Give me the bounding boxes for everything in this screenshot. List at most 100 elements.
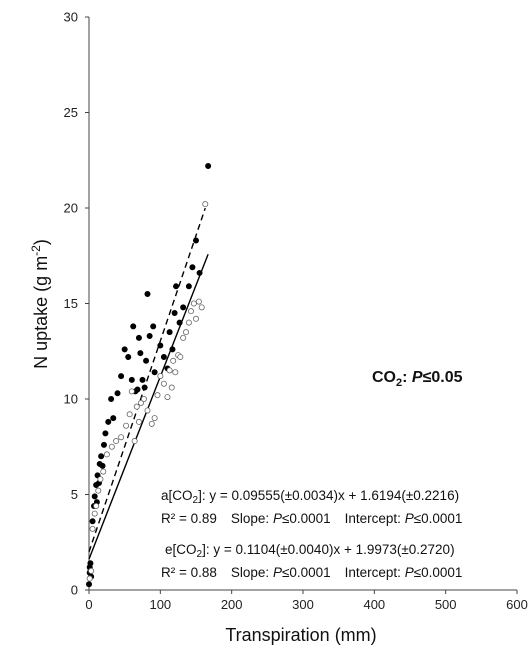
ambient-co2-point bbox=[205, 162, 212, 169]
elevated-co2-point bbox=[86, 575, 93, 582]
ambient-co2-point bbox=[169, 346, 176, 353]
elevated-co2-point bbox=[97, 476, 104, 483]
x-tick-label: 600 bbox=[506, 597, 528, 612]
elevated-co2-point bbox=[89, 525, 96, 532]
ambient-co2-point bbox=[171, 310, 178, 317]
co2-significance-label: CO2: P≤0.05 bbox=[372, 369, 463, 389]
x-tick-label: 300 bbox=[292, 597, 314, 612]
elevated-co2-point bbox=[103, 451, 110, 458]
regression-lines bbox=[88, 207, 209, 560]
ambient-co2-point bbox=[102, 430, 109, 437]
ambient-co2-point bbox=[108, 395, 115, 402]
x-axis-label: Transpiration (mm) bbox=[225, 625, 376, 645]
y-tick-label: 0 bbox=[71, 583, 78, 598]
elevated-co2-point bbox=[113, 438, 120, 445]
elevated-co2-point bbox=[180, 334, 187, 341]
ambient-co2-point bbox=[91, 493, 98, 500]
y-tick-label: 30 bbox=[64, 10, 78, 25]
ambient-co2-fit-line bbox=[88, 254, 209, 560]
elevated-co2-point bbox=[118, 434, 125, 441]
elevated-co2-point bbox=[144, 407, 151, 414]
elevated-co2-point bbox=[157, 373, 164, 380]
elevated-co2-point bbox=[100, 468, 107, 475]
ambient-co2-equation: a[CO2]: y = 0.09555(±0.0034)x + 1.6194(±… bbox=[161, 488, 459, 506]
elevated-co2-point bbox=[154, 392, 161, 399]
elevated-co2-point bbox=[133, 403, 140, 410]
ambient-co2-point bbox=[86, 581, 93, 588]
ambient-co2-point bbox=[146, 332, 153, 339]
ambient-co2-point bbox=[125, 353, 132, 360]
x-tick-label: 400 bbox=[363, 597, 385, 612]
ambient-co2-point bbox=[141, 384, 148, 391]
elevated-co2-point bbox=[198, 304, 205, 311]
ambient-co2-point bbox=[173, 283, 180, 290]
y-tick-label: 10 bbox=[64, 392, 78, 407]
ambient-co2-point bbox=[180, 304, 187, 311]
elevated-co2-point bbox=[88, 567, 95, 574]
ambient-co2-point bbox=[105, 418, 112, 425]
x-axis-ticks: 0 100 200 300 400 500 600 bbox=[85, 590, 528, 612]
ambient-co2-point bbox=[196, 269, 203, 276]
elevated-co2-point bbox=[93, 502, 100, 509]
x-tick-label: 0 bbox=[85, 597, 92, 612]
elevated-co2-point bbox=[95, 487, 102, 494]
ambient-co2-point bbox=[100, 441, 107, 448]
elevated-co2-point bbox=[126, 411, 133, 418]
elevated-co2-point bbox=[131, 438, 138, 445]
ambient-co2-point bbox=[144, 290, 151, 297]
ambient-co2-point bbox=[128, 376, 135, 383]
data-points bbox=[86, 162, 212, 588]
ambient-co2-point bbox=[130, 323, 137, 330]
plot-axes bbox=[88, 17, 517, 591]
elevated-co2-point bbox=[164, 394, 171, 401]
elevated-co2-point bbox=[170, 357, 177, 364]
elevated-co2-point bbox=[151, 415, 158, 422]
ambient-co2-point bbox=[87, 560, 94, 567]
elevated-co2-point bbox=[185, 319, 192, 326]
y-tick-label: 25 bbox=[64, 105, 78, 120]
y-tick-label: 15 bbox=[64, 296, 78, 311]
ambient-co2-point bbox=[160, 353, 167, 360]
elevated-co2-point bbox=[135, 418, 142, 425]
elevated-co2-point bbox=[140, 395, 147, 402]
x-tick-label: 200 bbox=[221, 597, 243, 612]
ambient-co2-point bbox=[98, 453, 105, 460]
ambient-co2-point bbox=[166, 329, 173, 336]
elevated-co2-point bbox=[188, 308, 195, 315]
elevated-co2-point bbox=[183, 329, 190, 336]
elevated-co2-point bbox=[123, 422, 130, 429]
ambient-co2-point bbox=[176, 319, 183, 326]
ambient-co2-point bbox=[151, 369, 158, 376]
elevated-co2-point bbox=[128, 388, 135, 395]
ambient-co2-point bbox=[89, 518, 96, 525]
ambient-co2-point bbox=[150, 323, 157, 330]
ambient-co2-point bbox=[157, 342, 164, 349]
ambient-co2-point bbox=[110, 415, 117, 422]
y-tick-label: 20 bbox=[64, 201, 78, 216]
ambient-co2-point bbox=[118, 373, 125, 380]
elevated-co2-equation: e[CO2]: y = 0.1104(±0.0040)x + 1.9973(±0… bbox=[165, 542, 455, 560]
elevated-co2-point bbox=[91, 510, 98, 517]
elevated-co2-fit-line bbox=[88, 207, 206, 553]
ambient-co2-point bbox=[121, 346, 128, 353]
elevated-co2-point bbox=[160, 380, 167, 387]
x-tick-label: 500 bbox=[435, 597, 457, 612]
ambient-co2-point bbox=[185, 283, 192, 290]
elevated-co2-point bbox=[148, 420, 155, 427]
ambient-co2-point bbox=[189, 264, 196, 271]
elevated-co2-stats: R² = 0.88 Slope: P≤0.0001 Intercept: P≤0.0… bbox=[161, 565, 462, 580]
elevated-co2-point bbox=[192, 315, 199, 322]
elevated-co2-point bbox=[195, 298, 202, 305]
ambient-co2-point bbox=[139, 376, 146, 383]
elevated-co2-point bbox=[172, 369, 179, 376]
ambient-co2-point bbox=[114, 390, 121, 397]
elevated-co2-point bbox=[166, 367, 173, 374]
y-axis-label: N uptake (g m-2) bbox=[29, 239, 51, 369]
elevated-co2-point bbox=[108, 443, 115, 450]
x-tick-label: 100 bbox=[149, 597, 171, 612]
ambient-co2-point bbox=[135, 334, 142, 341]
ambient-co2-point bbox=[137, 350, 144, 357]
y-axis-ticks: 0 5 10 15 20 25 30 bbox=[64, 10, 89, 598]
ambient-co2-point bbox=[99, 462, 106, 469]
